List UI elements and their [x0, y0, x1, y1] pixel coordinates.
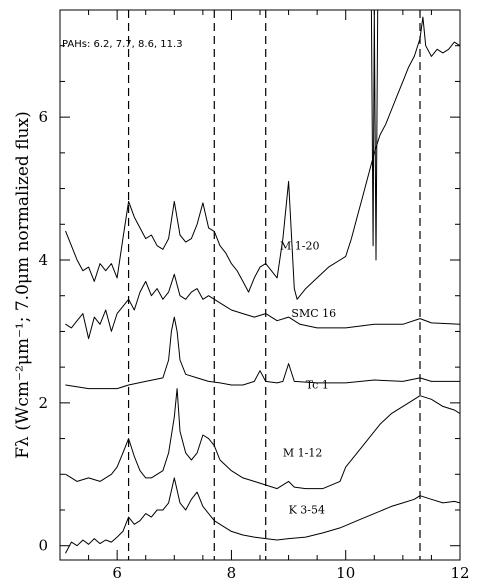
- y-tick-label-2: 2: [38, 394, 48, 412]
- series-labels-group: M 1-20 SMC 16 Tc 1 M 1-12 K 3-54: [280, 239, 336, 516]
- series-line-smc-16: [65, 273, 461, 340]
- series-label-m-1-12: M 1-12: [283, 446, 322, 459]
- series-line-tc-1: [65, 316, 461, 390]
- x-tick-label-12: 12: [450, 564, 469, 582]
- y-tick-label-0: 0: [38, 537, 48, 555]
- axes-group: 6 8 10 12 0 2 4 6: [38, 9, 470, 582]
- y-tick-label-4: 4: [38, 251, 48, 269]
- pah-reference-lines-group: [127, 10, 421, 560]
- series-label-tc-1: Tc 1: [306, 379, 329, 392]
- pah-annotation: PAHs: 6.2, 7.7, 8.6, 11.3: [62, 39, 183, 50]
- series-label-k-3-54: K 3-54: [289, 504, 325, 517]
- series-line-k-3-54: [65, 477, 461, 554]
- x-tick-label-8: 8: [227, 564, 237, 582]
- x-tick-label-6: 6: [112, 564, 122, 582]
- x-tick-label-10: 10: [336, 564, 355, 582]
- y-tick-label-6: 6: [38, 108, 48, 126]
- series-label-m-1-20: M 1-20: [280, 239, 319, 252]
- series-label-smc-16: SMC 16: [291, 307, 336, 320]
- series-line-m-1-20: [65, 16, 461, 300]
- y-axis-label: Fλ (Wcm⁻²μm⁻¹; 7.0μm normalized flux): [13, 111, 33, 458]
